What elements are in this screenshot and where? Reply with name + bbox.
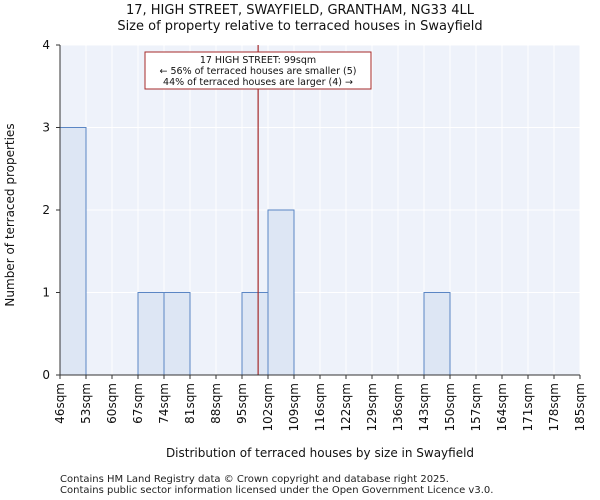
x-tick-label: 95sqm bbox=[235, 383, 249, 424]
y-axis-label: Number of terraced properties bbox=[3, 123, 17, 306]
x-tick-label: 143sqm bbox=[417, 383, 431, 431]
y-tick-label: 4 bbox=[42, 38, 50, 52]
x-tick-label: 185sqm bbox=[573, 383, 587, 431]
histogram-bar bbox=[241, 292, 269, 376]
annotation-text: ← 56% of terraced houses are smaller (5) bbox=[160, 66, 357, 77]
histogram-bar bbox=[59, 127, 87, 376]
x-tick-label: 81sqm bbox=[183, 383, 197, 424]
x-tick-label: 122sqm bbox=[339, 383, 353, 431]
x-tick-label: 88sqm bbox=[209, 383, 223, 424]
y-tick-label: 1 bbox=[42, 286, 50, 300]
footer-licence: Contains public sector information licen… bbox=[60, 485, 494, 496]
x-tick-label: 164sqm bbox=[495, 383, 509, 431]
x-tick-label: 116sqm bbox=[313, 383, 327, 431]
x-tick-label: 109sqm bbox=[287, 383, 301, 431]
x-tick-label: 136sqm bbox=[391, 383, 405, 431]
chart-title: Size of property relative to terraced ho… bbox=[117, 19, 483, 34]
y-tick-label: 0 bbox=[42, 368, 50, 382]
x-tick-label: 67sqm bbox=[131, 383, 145, 424]
annotation-text: 44% of terraced houses are larger (4) → bbox=[163, 77, 353, 88]
x-axis-label: Distribution of terraced houses by size … bbox=[166, 446, 474, 460]
x-tick-label: 53sqm bbox=[79, 383, 93, 424]
histogram-bar bbox=[137, 292, 165, 376]
x-tick-label: 102sqm bbox=[261, 383, 275, 431]
histogram-bar bbox=[423, 292, 451, 376]
footer-copyright: Contains HM Land Registry data © Crown c… bbox=[60, 474, 449, 485]
x-tick-label: 60sqm bbox=[105, 383, 119, 424]
histogram-bar bbox=[267, 209, 295, 376]
y-tick-label: 3 bbox=[42, 121, 50, 135]
x-tick-label: 157sqm bbox=[469, 383, 483, 431]
x-tick-label: 129sqm bbox=[365, 383, 379, 431]
x-tick-label: 171sqm bbox=[521, 383, 535, 431]
x-tick-label: 178sqm bbox=[547, 383, 561, 431]
x-tick-label: 150sqm bbox=[443, 383, 457, 431]
histogram-bar bbox=[163, 292, 191, 376]
chart-title-address: 17, HIGH STREET, SWAYFIELD, GRANTHAM, NG… bbox=[125, 3, 475, 18]
annotation-box bbox=[144, 51, 372, 90]
y-tick-label: 2 bbox=[42, 203, 50, 217]
x-tick-label: 46sqm bbox=[53, 383, 67, 424]
x-tick-label: 74sqm bbox=[157, 383, 171, 424]
annotation-text: 17 HIGH STREET: 99sqm bbox=[200, 55, 316, 66]
